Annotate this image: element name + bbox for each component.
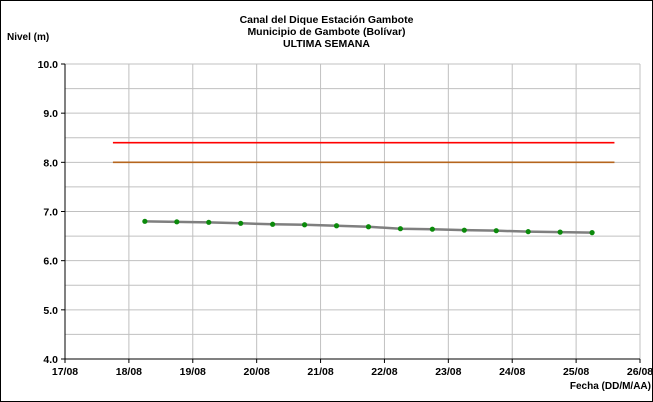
x-tick-label: 20/08 (244, 366, 270, 378)
y-tick-label: 5.0 (43, 305, 58, 317)
chart-subtitle-2: ULTIMA SEMANA (283, 38, 370, 50)
data-point (174, 219, 180, 225)
y-tick-label: 7.0 (43, 207, 58, 219)
x-tick-label: 25/08 (563, 366, 589, 378)
data-point (397, 226, 404, 232)
x-axis-label: Fecha (DD/M/AA) (569, 381, 651, 392)
y-tick-label: 6.0 (43, 256, 58, 268)
data-point (493, 228, 499, 234)
y-axis-label: Nivel (m) (7, 32, 50, 43)
data-point (525, 229, 531, 235)
y-tick-label: 8.0 (43, 157, 58, 169)
data-point (301, 222, 308, 228)
y-tick-label: 4.0 (43, 354, 58, 366)
data-point (142, 218, 148, 224)
x-tick-label: 19/08 (180, 366, 206, 378)
data-point (238, 220, 244, 226)
data-point (365, 224, 372, 230)
y-tick-label: 10.0 (38, 59, 59, 71)
data-point (557, 229, 563, 235)
y-tick-label: 9.0 (43, 108, 58, 120)
data-point (461, 227, 467, 233)
data-point (589, 230, 595, 236)
data-point (206, 219, 212, 225)
data-point (333, 223, 340, 229)
x-tick-label: 26/08 (627, 366, 653, 378)
chart-title: Canal del Dique Estación Gambote (239, 14, 414, 26)
x-tick-label: 22/08 (371, 366, 397, 378)
x-tick-label: 21/08 (307, 366, 333, 378)
x-tick-label: 17/08 (52, 366, 78, 378)
x-tick-label: 18/08 (116, 366, 142, 378)
chart-subtitle: Municipio de Gambote (Bolívar) (247, 26, 406, 38)
x-tick-label: 23/08 (435, 366, 461, 378)
data-point (429, 226, 435, 232)
x-tick-label: 24/08 (499, 366, 525, 378)
data-point (270, 221, 276, 227)
